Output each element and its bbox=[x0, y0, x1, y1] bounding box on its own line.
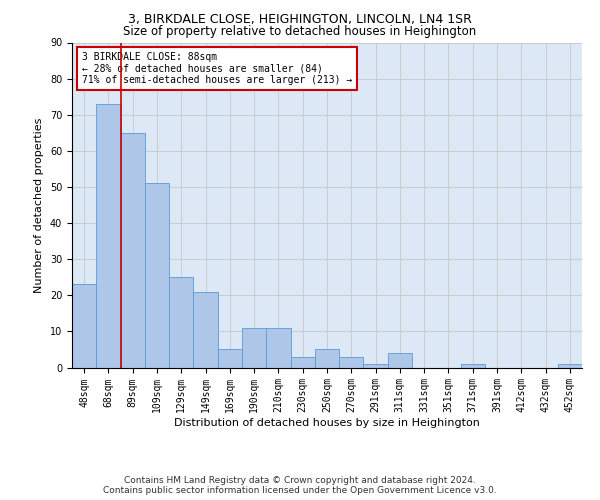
Bar bbox=[218, 350, 242, 368]
Bar bbox=[72, 284, 96, 368]
Bar bbox=[558, 364, 582, 368]
Bar bbox=[121, 133, 145, 368]
X-axis label: Distribution of detached houses by size in Heighington: Distribution of detached houses by size … bbox=[174, 418, 480, 428]
Text: Size of property relative to detached houses in Heighington: Size of property relative to detached ho… bbox=[124, 25, 476, 38]
Y-axis label: Number of detached properties: Number of detached properties bbox=[34, 118, 44, 292]
Bar bbox=[96, 104, 121, 368]
Text: Contains HM Land Registry data © Crown copyright and database right 2024.
Contai: Contains HM Land Registry data © Crown c… bbox=[103, 476, 497, 495]
Bar bbox=[388, 353, 412, 368]
Bar bbox=[290, 356, 315, 368]
Text: 3, BIRKDALE CLOSE, HEIGHINGTON, LINCOLN, LN4 1SR: 3, BIRKDALE CLOSE, HEIGHINGTON, LINCOLN,… bbox=[128, 12, 472, 26]
Text: 3 BIRKDALE CLOSE: 88sqm
← 28% of detached houses are smaller (84)
71% of semi-de: 3 BIRKDALE CLOSE: 88sqm ← 28% of detache… bbox=[82, 52, 352, 86]
Bar bbox=[315, 350, 339, 368]
Bar bbox=[145, 184, 169, 368]
Bar bbox=[364, 364, 388, 368]
Bar bbox=[193, 292, 218, 368]
Bar bbox=[339, 356, 364, 368]
Bar bbox=[169, 277, 193, 368]
Bar bbox=[266, 328, 290, 368]
Bar bbox=[461, 364, 485, 368]
Bar bbox=[242, 328, 266, 368]
